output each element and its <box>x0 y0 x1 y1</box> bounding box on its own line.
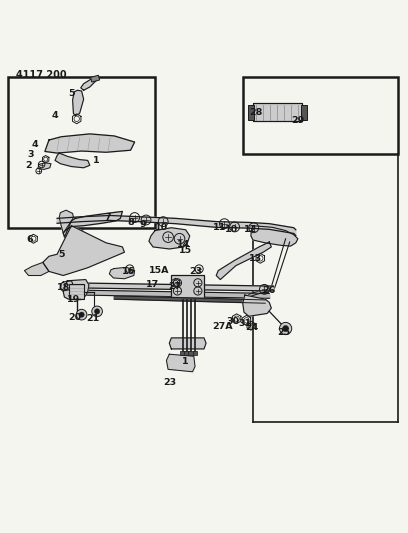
Circle shape <box>76 309 87 320</box>
Circle shape <box>79 312 84 317</box>
Polygon shape <box>243 295 271 316</box>
Polygon shape <box>109 268 135 279</box>
Bar <box>301 105 307 119</box>
Polygon shape <box>38 163 51 169</box>
Text: 11: 11 <box>213 223 226 232</box>
Bar <box>253 103 302 121</box>
Bar <box>193 351 197 355</box>
Polygon shape <box>81 78 97 90</box>
Bar <box>171 274 204 299</box>
Text: 30: 30 <box>226 317 239 326</box>
Text: 29: 29 <box>291 116 304 125</box>
Circle shape <box>279 322 292 335</box>
Circle shape <box>282 326 288 332</box>
Circle shape <box>92 306 102 317</box>
Polygon shape <box>67 283 274 291</box>
Text: 1: 1 <box>182 357 189 366</box>
Circle shape <box>94 309 100 314</box>
Text: 13: 13 <box>248 254 262 263</box>
Polygon shape <box>43 225 124 276</box>
Text: 7: 7 <box>104 213 111 222</box>
Polygon shape <box>82 290 270 298</box>
Text: 23: 23 <box>189 268 202 276</box>
Text: 31: 31 <box>238 319 251 328</box>
Text: 5: 5 <box>68 88 75 98</box>
Polygon shape <box>59 210 73 233</box>
Polygon shape <box>114 296 267 303</box>
Text: 17: 17 <box>146 280 160 289</box>
Polygon shape <box>63 212 122 237</box>
Text: 12: 12 <box>244 225 257 235</box>
Bar <box>8 77 155 228</box>
Text: 21: 21 <box>86 314 100 323</box>
Bar <box>184 351 189 355</box>
Text: 27: 27 <box>168 281 181 290</box>
Text: 3: 3 <box>27 150 34 159</box>
Text: 9: 9 <box>140 220 146 229</box>
Text: 6: 6 <box>27 236 33 245</box>
Text: 10: 10 <box>225 225 238 235</box>
Polygon shape <box>251 225 298 246</box>
Polygon shape <box>63 279 89 299</box>
Polygon shape <box>216 242 271 279</box>
Polygon shape <box>57 215 296 236</box>
Polygon shape <box>55 153 90 168</box>
Bar <box>69 284 84 299</box>
Polygon shape <box>149 228 190 249</box>
Text: 10: 10 <box>155 223 168 232</box>
Bar <box>253 103 302 121</box>
Text: 27A: 27A <box>212 322 233 332</box>
Text: 5: 5 <box>58 250 64 259</box>
Bar <box>91 75 100 82</box>
Polygon shape <box>45 134 135 153</box>
Text: 24: 24 <box>245 323 258 332</box>
Text: 26: 26 <box>263 286 276 295</box>
Text: 2: 2 <box>25 161 32 170</box>
Text: 18: 18 <box>57 283 70 292</box>
Text: 1: 1 <box>93 156 99 165</box>
Text: 25: 25 <box>277 328 290 337</box>
Bar <box>243 77 398 154</box>
Text: 28: 28 <box>250 108 263 117</box>
Text: 8: 8 <box>127 218 134 227</box>
Text: 16: 16 <box>122 268 135 276</box>
Text: 15: 15 <box>179 246 192 255</box>
Polygon shape <box>24 262 49 276</box>
Text: 23: 23 <box>163 378 176 387</box>
Text: 15A: 15A <box>149 266 169 275</box>
Bar <box>248 105 254 119</box>
Text: 20: 20 <box>68 313 81 322</box>
Text: 4: 4 <box>31 140 38 149</box>
Bar <box>180 351 185 355</box>
Polygon shape <box>169 338 206 349</box>
Text: 4117 200: 4117 200 <box>16 70 67 80</box>
Bar <box>188 351 193 355</box>
Polygon shape <box>60 281 73 291</box>
Polygon shape <box>73 90 84 116</box>
Polygon shape <box>166 354 195 372</box>
Text: 14: 14 <box>177 239 190 248</box>
Text: 4: 4 <box>52 111 58 120</box>
Text: 19: 19 <box>67 295 80 304</box>
